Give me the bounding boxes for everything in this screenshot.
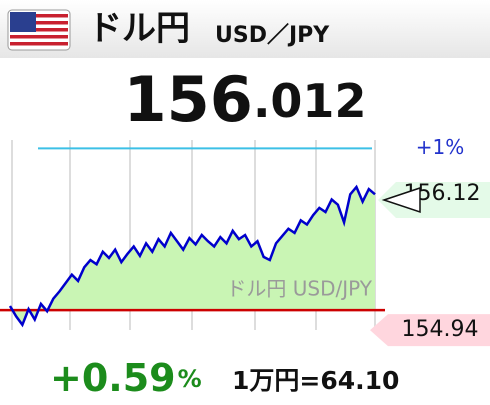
pair: USD／JPY — [215, 23, 330, 48]
price-int: 156 — [124, 63, 253, 136]
watermark: ドル円 USD/JPY — [226, 277, 372, 301]
header-bg — [0, 0, 490, 58]
change: +0.59% — [50, 356, 202, 400]
flag — [7, 9, 71, 51]
current-box — [378, 181, 490, 218]
price: 156.012 — [124, 63, 367, 136]
current-arrow — [381, 186, 421, 214]
line — [8, 184, 376, 328]
area — [10, 186, 375, 325]
change-value: +0.59 — [50, 356, 176, 400]
price-dec: .012 — [253, 74, 367, 128]
upper-label: +1% — [416, 135, 465, 159]
prev-close-box — [370, 314, 490, 347]
prev-close-label: 154.94 — [402, 317, 479, 342]
conversion: 1万円=64.10 — [232, 366, 399, 395]
title: ドル円 — [88, 9, 190, 49]
change-unit: % — [178, 365, 202, 393]
